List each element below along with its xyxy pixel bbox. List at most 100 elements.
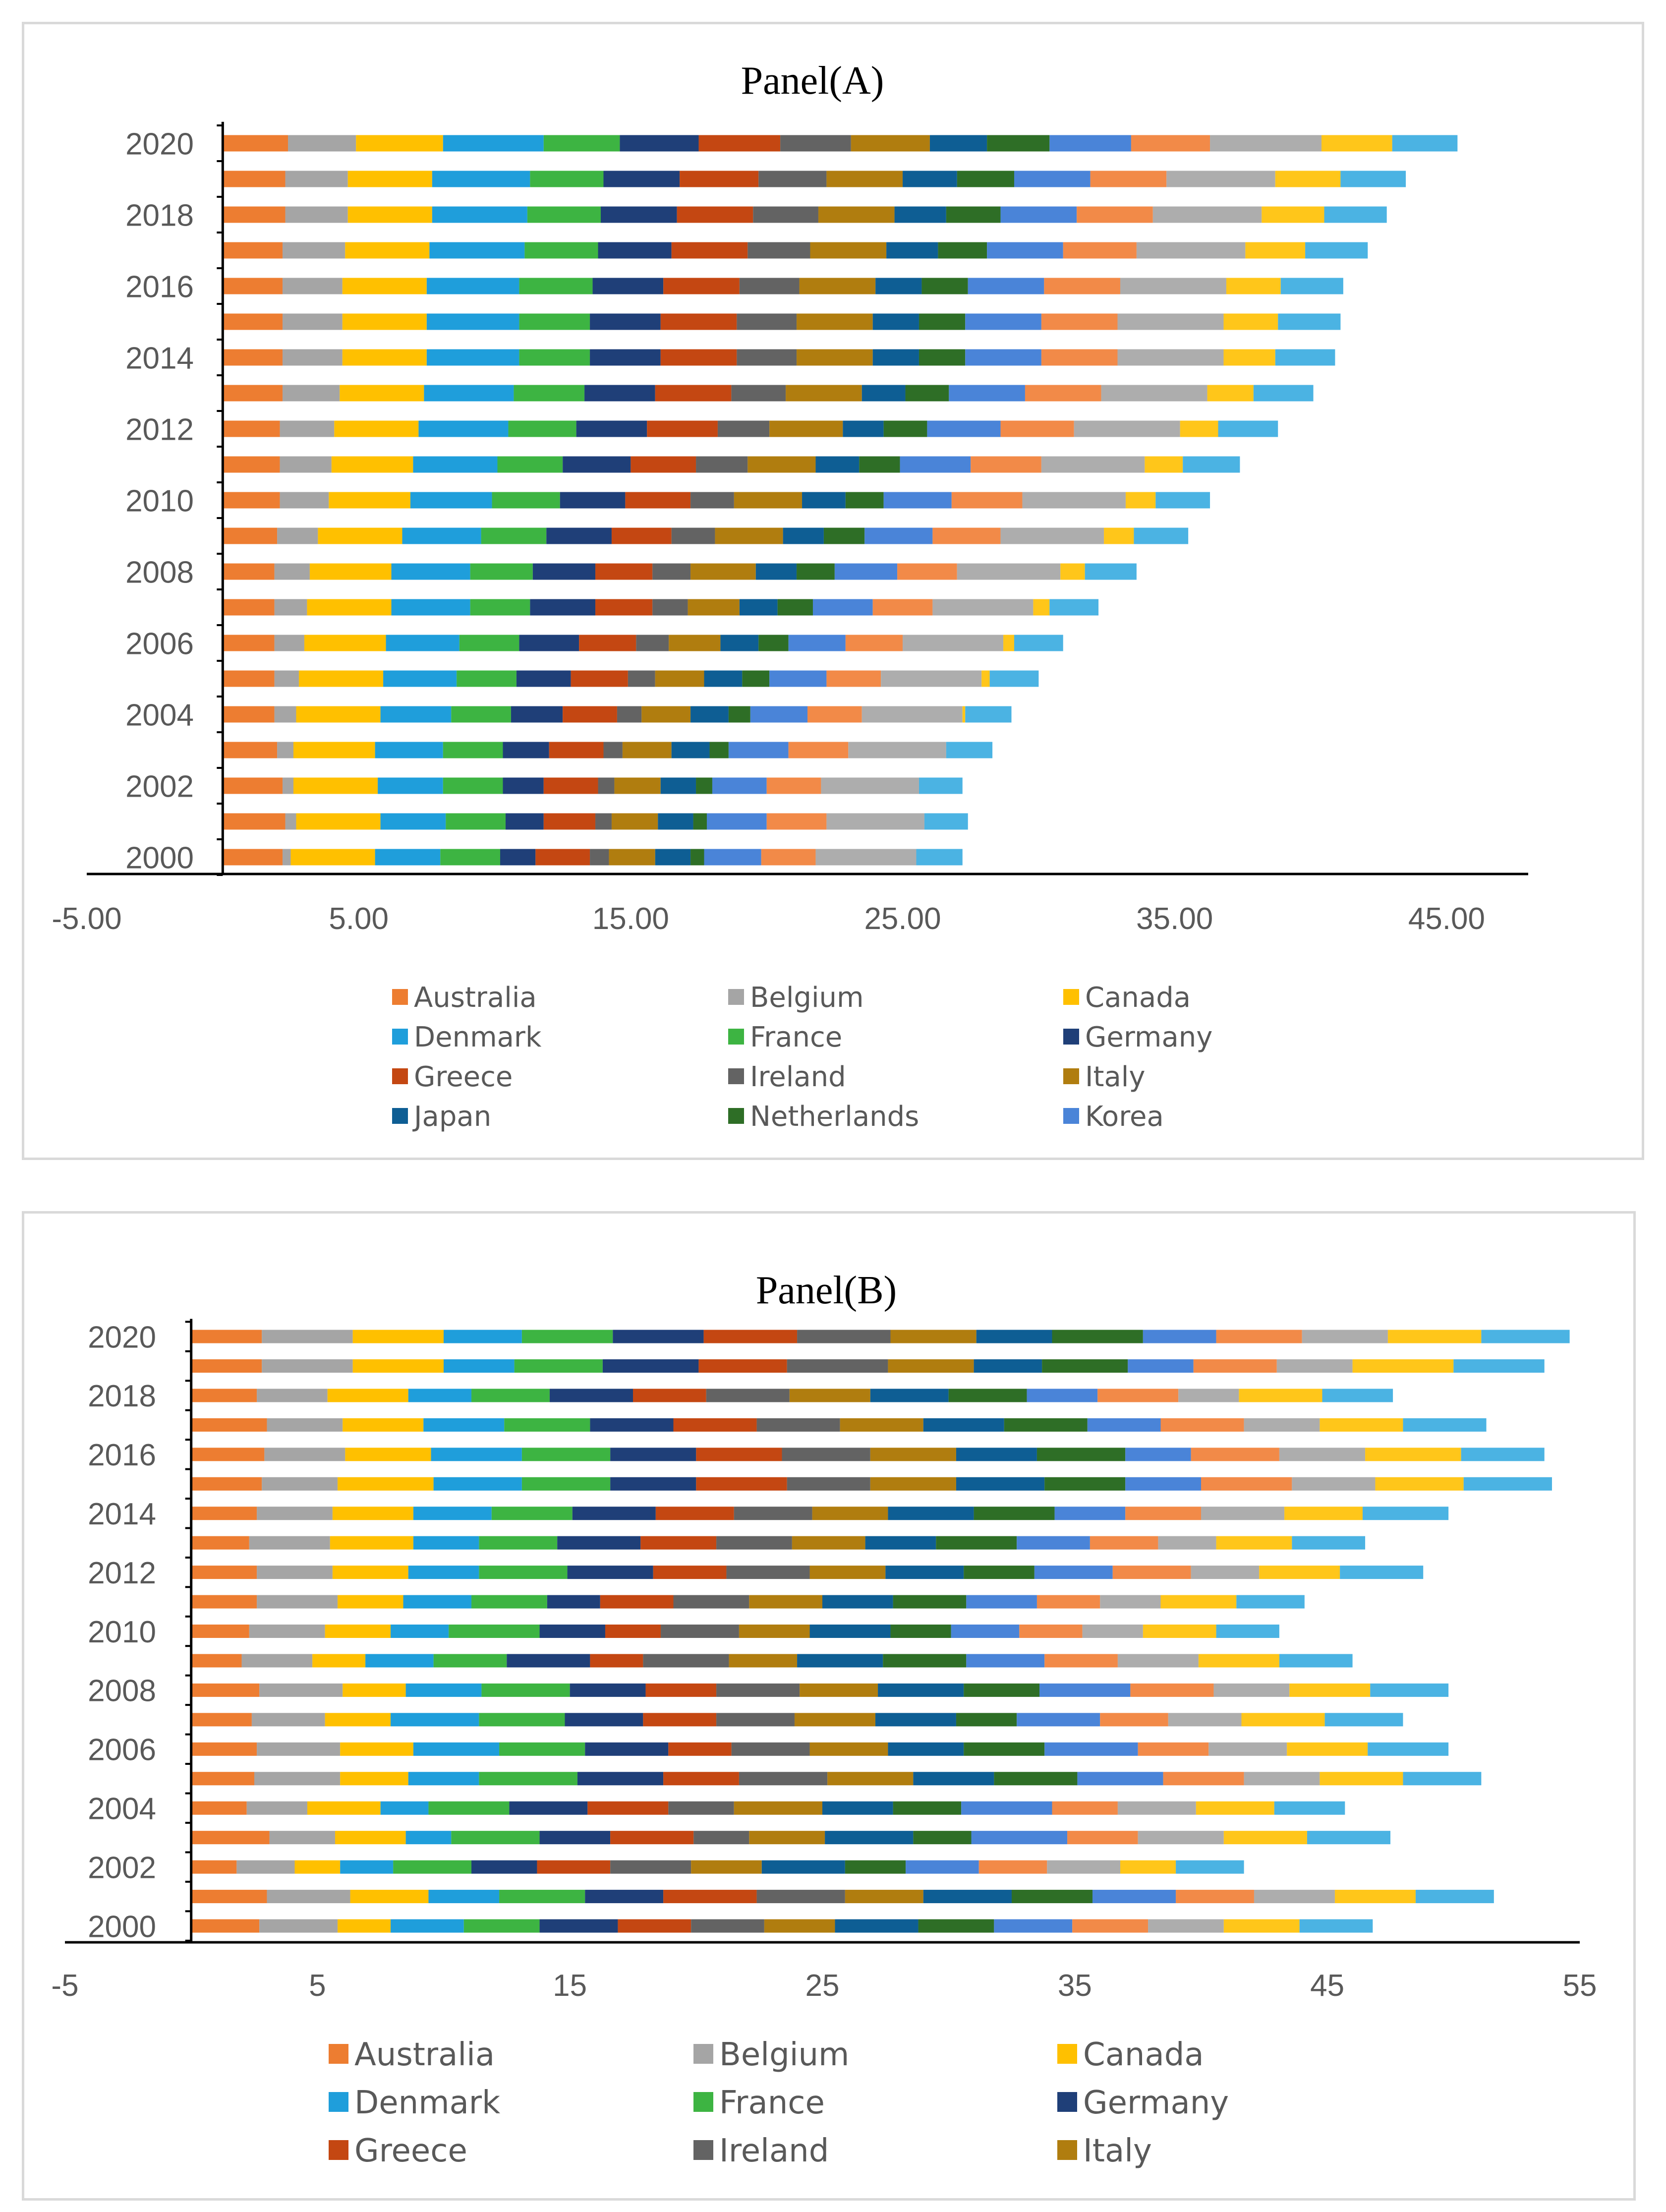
bar-2020-netherlands xyxy=(987,135,1050,152)
bar-2015-france xyxy=(519,313,590,330)
bar-2006-germany xyxy=(519,635,579,651)
bar-2009-france xyxy=(481,527,547,544)
bar-2012-korea xyxy=(1034,1566,1113,1579)
bar-2007-germany xyxy=(530,599,596,616)
bar-2019-germany xyxy=(603,171,680,187)
bar-2019-canada xyxy=(347,171,432,187)
bar-2020-korea xyxy=(1049,135,1131,152)
bar-2001-canada xyxy=(350,1890,429,1904)
bar-2013-germany xyxy=(557,1536,641,1550)
bar-2008-s14 xyxy=(1213,1683,1290,1697)
bar-2008-germany xyxy=(532,563,596,580)
bar-2008-s16 xyxy=(1370,1683,1449,1697)
bar-2020-s16 xyxy=(1481,1330,1570,1343)
bar-2011-ireland xyxy=(673,1595,749,1609)
bar-2015-ireland xyxy=(787,1477,870,1491)
bar-2003-australia xyxy=(191,1831,270,1845)
bar-2015-japan xyxy=(956,1477,1045,1491)
bar-2009-belgium xyxy=(277,527,318,544)
bar-2019-belgium xyxy=(262,1359,353,1373)
y-tick-label: 2008 xyxy=(125,555,194,589)
bar-2019-france xyxy=(530,171,604,187)
bar-2004-denmark xyxy=(380,706,452,723)
bar-2008-s16 xyxy=(1085,563,1137,580)
bar-2008-ireland xyxy=(716,1683,800,1697)
bar-2003-ireland xyxy=(693,1831,749,1845)
bar-2019-greece xyxy=(698,1359,787,1373)
bar-2009-korea xyxy=(864,527,933,544)
bar-2010-japan xyxy=(802,492,846,509)
bar-2019-s14 xyxy=(1166,171,1275,187)
bar-2018-denmark xyxy=(432,206,527,223)
bar-2008-s15 xyxy=(1060,563,1085,580)
bar-2009-australia xyxy=(191,1654,242,1668)
bar-2010-germany xyxy=(560,492,626,509)
bar-2011-denmark xyxy=(413,456,498,473)
bar-2002-netherlands xyxy=(696,777,712,794)
bar-2018-australia xyxy=(191,1389,257,1402)
bar-2020-s15 xyxy=(1321,135,1392,152)
bar-2013-canada xyxy=(340,385,424,402)
bar-2020-ireland xyxy=(780,135,851,152)
bar-2011-s14 xyxy=(1100,1595,1161,1609)
bar-2006-netherlands xyxy=(964,1742,1045,1756)
x-tick-label: 45 xyxy=(1310,1969,1344,2003)
bar-2009-france xyxy=(433,1654,507,1668)
bar-2003-netherlands xyxy=(709,742,729,758)
bar-2005-s13 xyxy=(1163,1772,1244,1786)
bar-2020-s13 xyxy=(1216,1330,1302,1343)
x-tick-label: -5 xyxy=(51,1969,78,2003)
legend-label-ireland: Ireland xyxy=(719,2133,829,2169)
bar-2005-greece xyxy=(663,1772,739,1786)
legend-label-france: France xyxy=(750,1021,842,1053)
bar-2002-australia xyxy=(191,1860,237,1874)
x-tick-label: 45.00 xyxy=(1408,902,1485,936)
bar-2009-s16 xyxy=(1279,1654,1353,1668)
bar-2002-korea xyxy=(712,777,767,794)
bar-2011-s13 xyxy=(1036,1595,1100,1609)
bar-2008-japan xyxy=(755,563,797,580)
bar-2014-germany xyxy=(572,1507,656,1520)
bar-2014-canada xyxy=(332,1507,413,1520)
bar-2018-korea xyxy=(1000,206,1077,223)
bar-2012-japan xyxy=(843,420,884,437)
bar-2000-france xyxy=(463,1919,540,1933)
bar-2000-japan xyxy=(655,849,691,866)
bar-2007-australia xyxy=(223,599,275,616)
bar-2012-australia xyxy=(191,1566,257,1579)
bar-2010-ireland xyxy=(661,1625,739,1638)
bar-2018-s16 xyxy=(1322,1389,1393,1402)
bar-2010-italy xyxy=(739,1625,810,1638)
bar-2011-greece xyxy=(631,456,696,473)
bar-2012-s16 xyxy=(1340,1566,1424,1579)
bar-2013-korea xyxy=(1017,1536,1090,1550)
bar-2016-denmark xyxy=(426,278,519,294)
bar-2009-denmark xyxy=(402,527,481,544)
bar-2002-ireland xyxy=(610,1860,691,1874)
bar-2018-japan xyxy=(894,206,946,223)
bar-2015-australia xyxy=(191,1477,262,1491)
bar-2017-s16 xyxy=(1305,242,1368,259)
bar-2011-belgium xyxy=(257,1595,338,1609)
bar-2016-greece xyxy=(663,278,740,294)
bar-2000-australia xyxy=(223,849,283,866)
bar-2011-canada xyxy=(338,1595,403,1609)
bar-2004-denmark xyxy=(380,1801,429,1815)
bar-2008-italy xyxy=(690,563,756,580)
bar-2012-netherlands xyxy=(964,1566,1034,1579)
legend-swatch-greece xyxy=(392,1068,408,1084)
bar-2008-denmark xyxy=(405,1683,482,1697)
legend-swatch-italy xyxy=(1057,2140,1077,2160)
bar-2013-belgium xyxy=(283,385,340,402)
bar-2004-greece xyxy=(563,706,617,723)
bar-2014-denmark xyxy=(413,1507,492,1520)
bar-2001-korea xyxy=(706,813,767,830)
bar-2006-s14 xyxy=(903,635,1004,651)
bar-2012-australia xyxy=(223,420,280,437)
bar-2006-s15 xyxy=(1003,635,1014,651)
bar-2012-s13 xyxy=(1112,1566,1191,1579)
bar-2016-belgium xyxy=(283,278,343,294)
bar-2000-france xyxy=(440,849,500,866)
bar-2008-france xyxy=(481,1683,570,1697)
bar-2013-netherlands xyxy=(905,385,949,402)
